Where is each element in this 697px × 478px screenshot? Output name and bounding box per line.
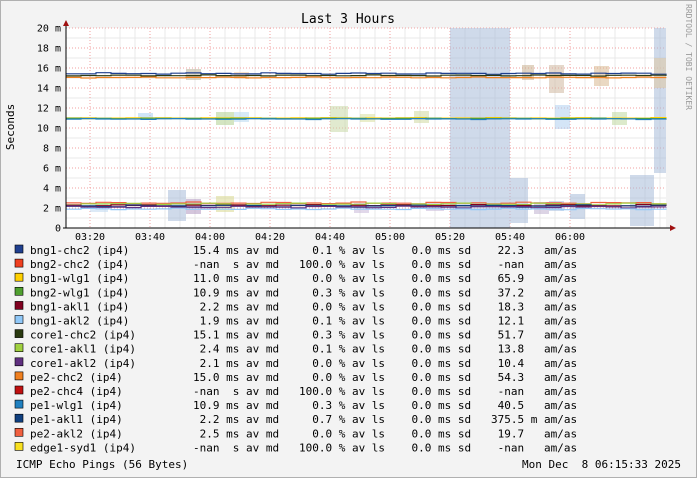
chart-title: Last 3 Hours	[301, 12, 395, 27]
legend-swatch	[14, 244, 24, 254]
legend-swatch	[14, 427, 24, 437]
legend-entry: pe2-chc4 (ip4)	[30, 385, 123, 398]
x-axis-arrow	[670, 225, 676, 231]
smoke-band	[654, 58, 666, 88]
legend-entry: pe1-akl1 (ip4)	[30, 413, 123, 426]
smoke-band	[90, 204, 108, 212]
legend-entry: bng2-chc2 (ip4)	[30, 258, 129, 271]
legend-entry: pe1-wlg1 (ip4)	[30, 399, 123, 412]
legend-swatch	[14, 286, 24, 296]
legend-swatch	[14, 371, 24, 381]
footer-timestamp: Mon Dec 8 06:15:33 2025	[522, 458, 681, 471]
smoke-band	[549, 65, 564, 93]
legend-entry: bng1-chc2 (ip4)	[30, 244, 129, 257]
series-line	[66, 205, 667, 209]
x-tick-label: 04:40	[315, 232, 345, 243]
smoke-band	[555, 105, 570, 129]
legend-swatch	[14, 385, 24, 395]
legend-entry: core1-chc2 (ip4)	[30, 329, 136, 342]
legend-entry: edge1-syd1 (ip4)	[30, 441, 136, 454]
x-tick-label: 04:20	[255, 232, 285, 243]
legend-entry: core1-akl2 (ip4)	[30, 357, 136, 370]
y-tick-label: 0	[55, 224, 61, 235]
legend-swatch	[14, 343, 24, 353]
legend-swatch	[14, 315, 24, 324]
series-line	[66, 76, 667, 79]
smoke-band	[354, 203, 369, 213]
legend-swatch	[14, 329, 24, 338]
x-tick-label: 05:40	[495, 232, 525, 243]
series-line	[66, 117, 667, 121]
legend-stats: 15.4 ms av md 0.1 % av ls 0.0 ms sd 22.3…	[193, 244, 577, 257]
legend-swatch	[14, 399, 24, 409]
y-axis-label: Seconds	[4, 104, 17, 150]
legend-entry: bng1-wlg1 (ip4)	[30, 272, 129, 285]
legend-swatch	[14, 301, 24, 310]
legend-stats: 11.0 ms av md 0.0 % av ls 0.0 ms sd 65.9…	[193, 272, 577, 285]
legend-swatch	[14, 413, 24, 423]
series-line	[66, 74, 667, 77]
legend-stats: 2.2 ms av md 0.7 % av ls 0.0 ms sd 375.5…	[193, 413, 577, 426]
x-tick-label: 05:00	[375, 232, 405, 243]
series-line	[66, 207, 667, 211]
legend-swatch	[14, 272, 24, 282]
legend-swatch	[14, 258, 24, 268]
y-tick-label: 6 m	[43, 164, 61, 175]
legend-entry: bng1-akl1 (ip4)	[30, 300, 129, 313]
y-tick-label: 10 m	[37, 124, 61, 135]
smoke-band	[138, 113, 153, 119]
legend-swatch	[14, 357, 24, 367]
x-tick-label: 06:00	[555, 232, 585, 243]
x-tick-label: 04:00	[195, 232, 225, 243]
legend-stats: 15.0 ms av md 0.0 % av ls 0.0 ms sd 54.3…	[193, 371, 577, 384]
footer-probe-label: ICMP Echo Pings (56 Bytes)	[16, 458, 188, 471]
legend-swatch	[14, 442, 24, 451]
legend-stats: -nan s av md 100.0 % av ls 0.0 ms sd -na…	[193, 441, 577, 454]
legend-stats: -nan s av md 100.0 % av ls 0.0 ms sd -na…	[193, 385, 577, 398]
smoke-band	[234, 112, 249, 122]
smoke-band	[654, 28, 666, 173]
smoke-band	[186, 69, 201, 80]
rrdtool-credit: RRDTOOL / TOBI OETIKER	[684, 4, 693, 110]
smoke-band	[510, 178, 528, 223]
legend-stats: 2.5 ms av md 0.0 % av ls 0.0 ms sd 19.7 …	[193, 427, 577, 440]
legend-stats: 2.1 ms av md 0.0 % av ls 0.0 ms sd 10.4 …	[193, 357, 577, 370]
smoke-band	[414, 111, 429, 123]
y-tick-label: 16 m	[37, 64, 61, 75]
y-tick-label: 12 m	[37, 104, 61, 115]
y-tick-label: 2 m	[43, 204, 61, 215]
legend-stats: 15.1 ms av md 0.3 % av ls 0.0 ms sd 51.7…	[193, 329, 577, 342]
y-tick-label: 18 m	[37, 44, 61, 55]
legend-entry: pe2-chc2 (ip4)	[30, 371, 123, 384]
legend-entry: bng1-akl2 (ip4)	[30, 315, 129, 328]
legend-stats: 10.9 ms av md 0.3 % av ls 0.0 ms sd 40.5…	[193, 399, 577, 412]
legend-stats: 2.2 ms av md 0.0 % av ls 0.0 ms sd 18.3 …	[193, 300, 577, 313]
y-tick-label: 8 m	[43, 144, 61, 155]
legend-stats: 2.4 ms av md 0.1 % av ls 0.0 ms sd 13.8 …	[193, 343, 577, 356]
y-tick-label: 20 m	[37, 24, 61, 35]
legend-stats: 10.9 ms av md 0.3 % av ls 0.0 ms sd 37.2…	[193, 286, 577, 299]
x-tick-label: 03:20	[75, 232, 105, 243]
legend-entry: core1-akl1 (ip4)	[30, 343, 136, 356]
y-axis-arrow	[63, 20, 69, 26]
y-tick-label: 14 m	[37, 84, 61, 95]
y-tick-label: 4 m	[43, 184, 61, 195]
legend-entry: pe2-akl2 (ip4)	[30, 427, 123, 440]
smoke-band	[630, 175, 654, 226]
legend-entry: bng2-wlg1 (ip4)	[30, 286, 129, 299]
series-line	[66, 72, 667, 75]
x-tick-label: 05:20	[435, 232, 465, 243]
legend-stats: 1.9 ms av md 0.1 % av ls 0.0 ms sd 12.1 …	[193, 315, 577, 328]
smoke-band	[450, 28, 510, 228]
x-tick-label: 03:40	[135, 232, 165, 243]
legend-stats: -nan s av md 100.0 % av ls 0.0 ms sd -na…	[193, 258, 577, 271]
